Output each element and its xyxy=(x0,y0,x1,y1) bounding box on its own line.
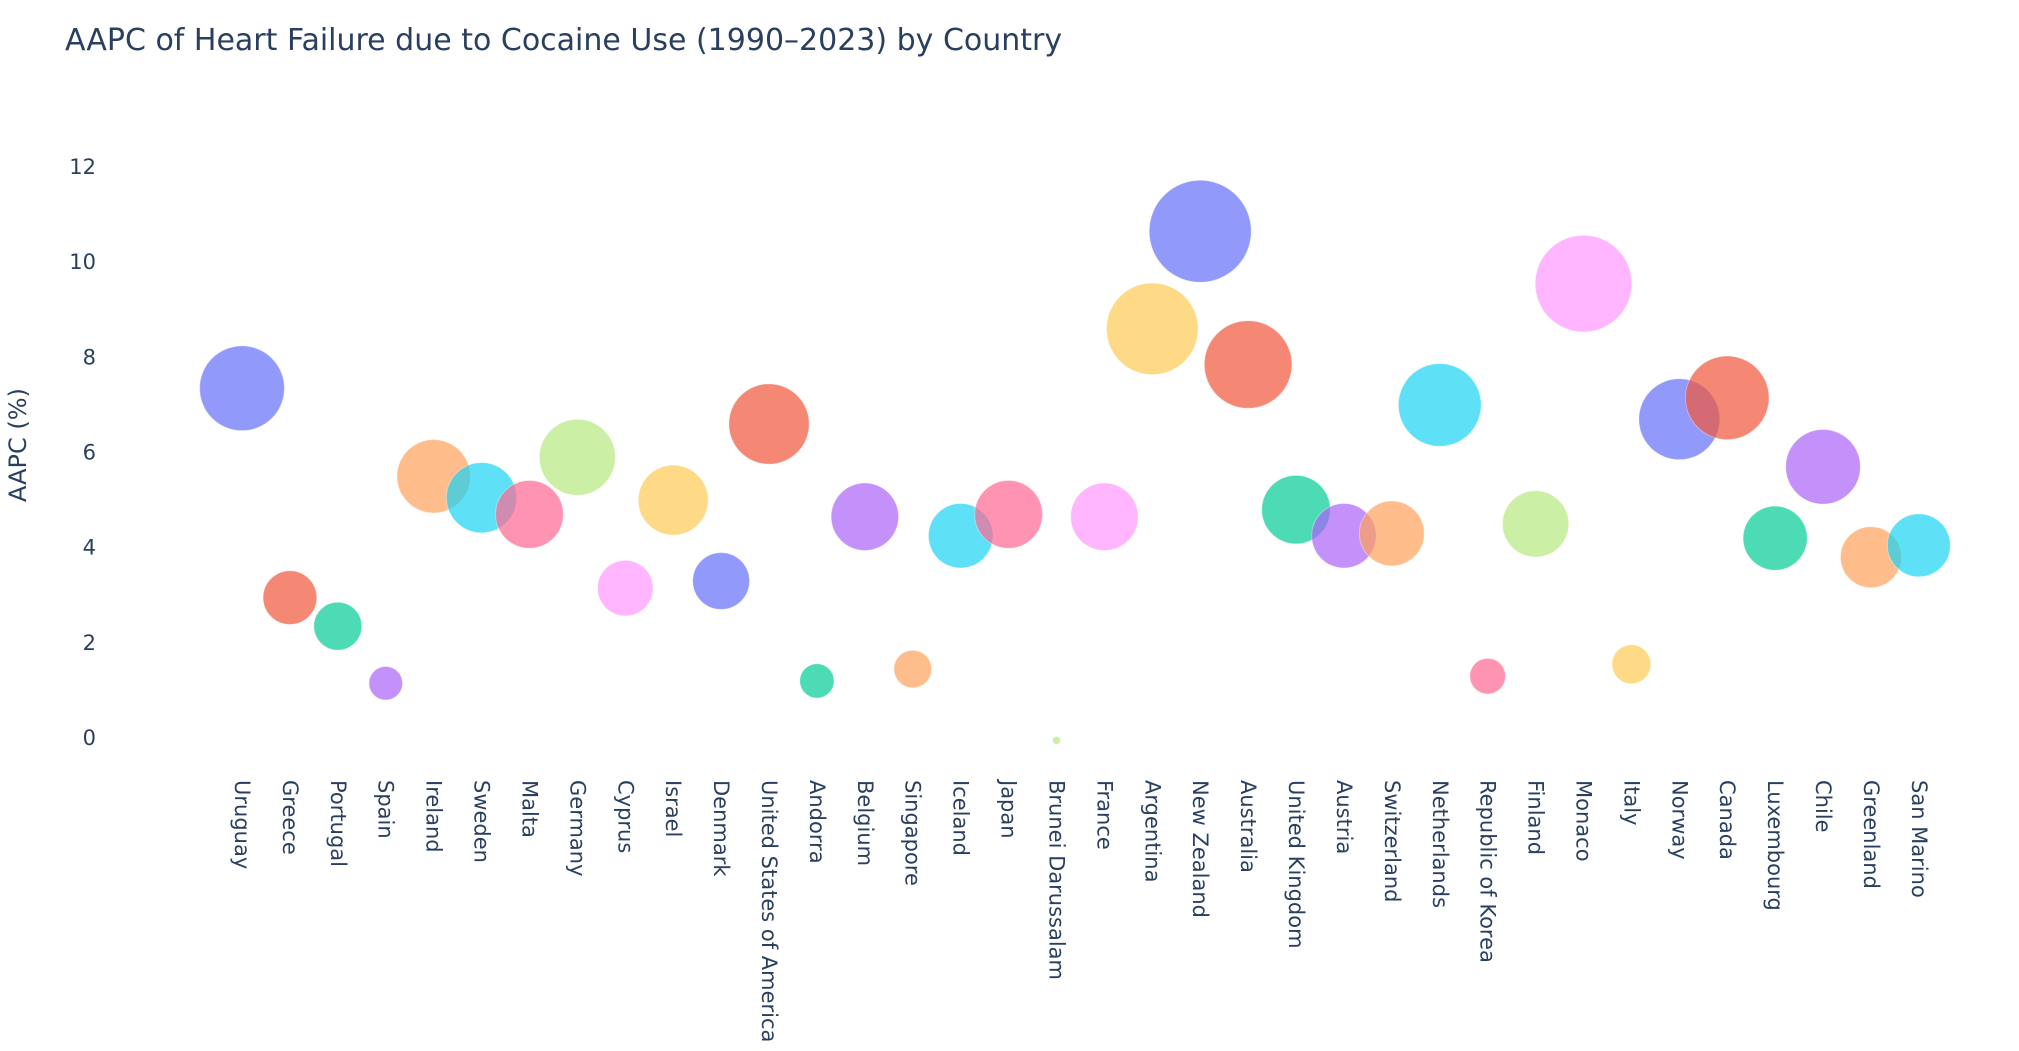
x-tick-label: Greece xyxy=(278,780,302,855)
x-tick-label: United Kingdom xyxy=(1284,780,1308,949)
y-tick-label: 4 xyxy=(83,536,96,560)
bubble-point[interactable] xyxy=(1469,657,1506,695)
y-axis-title: AAPC (%) xyxy=(4,388,32,502)
bubble-point[interactable] xyxy=(199,345,285,432)
x-tick-label: Chile xyxy=(1811,780,1835,833)
x-tick-label: Portugal xyxy=(326,780,350,867)
bubble-point[interactable] xyxy=(1501,490,1570,558)
bubble-point[interactable] xyxy=(830,482,900,551)
x-tick-label: Canada xyxy=(1715,780,1739,860)
x-tick-label: Norway xyxy=(1667,780,1691,860)
bubble-point[interactable] xyxy=(1684,355,1770,441)
x-tick-label: Netherlands xyxy=(1428,780,1452,908)
chart-title: AAPC of Heart Failure due to Cocaine Use… xyxy=(65,23,1062,58)
bubble-point[interactable] xyxy=(1051,735,1061,745)
y-tick-label: 6 xyxy=(83,441,96,465)
x-tick-label: Finland xyxy=(1524,780,1548,855)
x-tick-label: Sweden xyxy=(470,780,494,863)
bubble-point[interactable] xyxy=(1785,428,1861,505)
x-axis-ticks: Uruguay Greece Portugal Spain Ireland Sweden M… xyxy=(230,778,1931,1042)
x-tick-label: Luxembourg xyxy=(1763,780,1787,911)
x-tick-label: Italy xyxy=(1619,780,1643,826)
y-axis-ticks: 0 2 4 6 8 10 12 xyxy=(69,155,96,750)
x-tick-label: Japan xyxy=(997,778,1021,839)
bubble-point[interactable] xyxy=(799,663,835,699)
x-tick-label: Australia xyxy=(1236,780,1260,873)
bubble-point[interactable] xyxy=(893,649,933,689)
x-tick-label: San Marino xyxy=(1907,780,1931,898)
x-tick-label: Uruguay xyxy=(230,780,254,869)
bubble-point[interactable] xyxy=(692,552,750,610)
y-tick-label: 8 xyxy=(83,345,96,369)
x-tick-label: Spain xyxy=(374,780,398,839)
bubble-point[interactable] xyxy=(728,383,810,465)
bubble-point[interactable] xyxy=(1203,320,1293,409)
bubble-point[interactable] xyxy=(368,666,403,701)
x-tick-label: Brunei Darussalam xyxy=(1044,780,1068,980)
y-tick-label: 0 xyxy=(83,726,96,750)
x-tick-label: United States of America xyxy=(757,780,781,1042)
bubble-point[interactable] xyxy=(1534,234,1633,333)
x-tick-label: Germany xyxy=(565,780,589,877)
bubble-point[interactable] xyxy=(313,601,363,651)
bubble-point[interactable] xyxy=(974,479,1043,549)
x-tick-label: Monaco xyxy=(1571,780,1595,862)
bubble-point[interactable] xyxy=(1105,282,1199,376)
x-tick-label: Ireland xyxy=(422,780,446,853)
x-tick-label: Switzerland xyxy=(1380,780,1404,903)
bubble-point[interactable] xyxy=(1148,179,1252,283)
bubble-point[interactable] xyxy=(262,570,318,625)
y-tick-label: 12 xyxy=(69,155,96,179)
bubble-point[interactable] xyxy=(538,418,616,496)
bubble-point[interactable] xyxy=(1397,363,1482,447)
x-tick-label: New Zealand xyxy=(1188,780,1212,918)
x-tick-label: Denmark xyxy=(709,780,733,877)
x-tick-label: Singapore xyxy=(901,780,925,886)
x-tick-label: Republic of Korea xyxy=(1476,780,1500,963)
bubble-point[interactable] xyxy=(1742,505,1808,571)
bubble-point[interactable] xyxy=(637,464,709,536)
x-tick-label: Cyprus xyxy=(613,780,637,853)
y-tick-label: 2 xyxy=(83,631,96,655)
bubble-point[interactable] xyxy=(1611,644,1652,685)
bubble-point[interactable] xyxy=(495,479,564,549)
bubble-layer xyxy=(199,179,1951,745)
x-tick-label: Argentina xyxy=(1140,780,1164,882)
bubble-point[interactable] xyxy=(597,559,654,617)
bubble-point[interactable] xyxy=(1886,513,1951,578)
x-tick-label: Austria xyxy=(1332,780,1356,854)
x-tick-label: Andorra xyxy=(805,780,829,864)
x-tick-label: Malta xyxy=(517,780,541,838)
x-tick-label: Belgium xyxy=(853,780,877,866)
x-tick-label: Greenland xyxy=(1859,780,1883,889)
bubble-point[interactable] xyxy=(1358,500,1425,567)
y-tick-label: 10 xyxy=(69,250,96,274)
x-tick-label: France xyxy=(1092,780,1116,850)
x-tick-label: Israel xyxy=(661,780,685,837)
x-tick-label: Iceland xyxy=(949,780,973,856)
bubble-point[interactable] xyxy=(1070,482,1139,551)
